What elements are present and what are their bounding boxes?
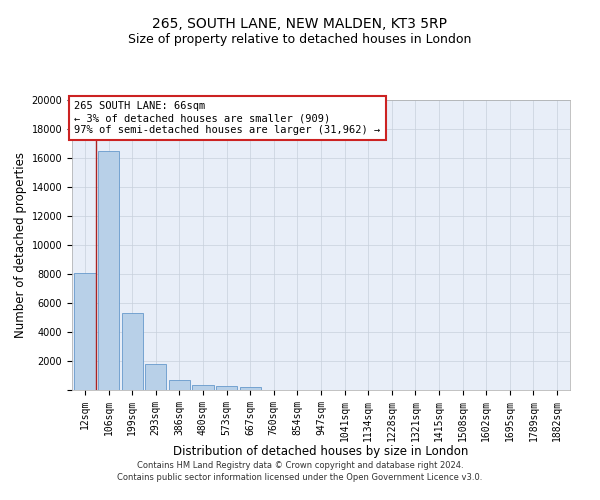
Text: 265 SOUTH LANE: 66sqm
← 3% of detached houses are smaller (909)
97% of semi-deta: 265 SOUTH LANE: 66sqm ← 3% of detached h… — [74, 102, 381, 134]
Bar — [239, 387, 261, 390]
X-axis label: Distribution of detached houses by size in London: Distribution of detached houses by size … — [173, 445, 469, 458]
Bar — [216, 386, 237, 390]
Text: Size of property relative to detached houses in London: Size of property relative to detached ho… — [128, 32, 472, 46]
Bar — [74, 272, 95, 390]
Bar — [98, 151, 119, 390]
Text: Contains HM Land Registry data © Crown copyright and database right 2024.
Contai: Contains HM Land Registry data © Crown c… — [118, 461, 482, 482]
Bar — [169, 380, 190, 390]
Y-axis label: Number of detached properties: Number of detached properties — [14, 152, 28, 338]
Bar — [122, 313, 143, 390]
Bar — [145, 364, 166, 390]
Text: 265, SOUTH LANE, NEW MALDEN, KT3 5RP: 265, SOUTH LANE, NEW MALDEN, KT3 5RP — [152, 18, 448, 32]
Bar — [193, 385, 214, 390]
